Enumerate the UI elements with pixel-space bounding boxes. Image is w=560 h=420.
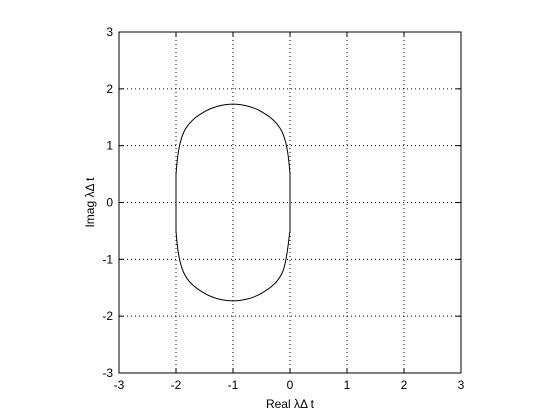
stability-boundary-curve [175, 103, 291, 302]
x-tick-label: 1 [344, 378, 351, 392]
y-tick-label: 0 [106, 196, 113, 210]
x-tick-label: -3 [114, 378, 125, 392]
ticks-group [118, 31, 462, 374]
y-tick-label: -1 [102, 252, 113, 266]
x-tick-label: -1 [228, 378, 239, 392]
tick-labels-group: -3 -2 -1 0 1 2 3 -3 -2 -1 0 1 2 3 [102, 25, 464, 392]
y-tick-label: -2 [102, 309, 113, 323]
y-tick-label: 1 [106, 139, 113, 153]
x-tick-label: 3 [458, 378, 465, 392]
grid-lines [119, 32, 461, 373]
y-tick-label: 2 [106, 82, 113, 96]
x-tick-label: -2 [171, 378, 182, 392]
y-axis-label: Imag λΔ t [83, 177, 97, 228]
y-tick-label: -3 [102, 366, 113, 380]
x-axis-label: Real λΔ t [266, 397, 315, 411]
series-group [175, 103, 291, 302]
x-tick-label: 0 [287, 378, 294, 392]
x-tick-label: 2 [401, 378, 408, 392]
y-tick-label: 3 [106, 25, 113, 39]
